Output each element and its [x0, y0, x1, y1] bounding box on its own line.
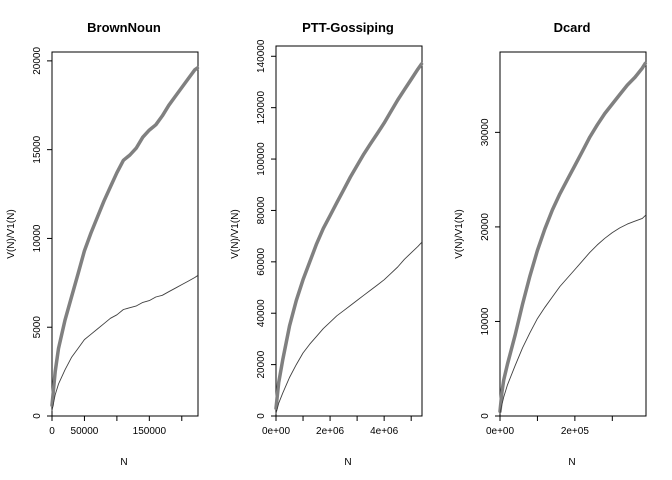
y-tick-label: 120000	[256, 91, 267, 125]
y-tick-label: 20000	[256, 350, 267, 378]
plot-frame	[499, 51, 647, 417]
x-tick-label: 2e+06	[316, 426, 345, 437]
panel-dcard: Dcard N V(N)/V1(N) 0e+00 2e+05 0 10000 20000…	[454, 20, 648, 468]
plot-frame	[275, 45, 423, 417]
y-tick-label: 5000	[32, 316, 43, 339]
panel-title: PTT-Gossiping	[302, 20, 394, 35]
x-axis-label: N	[120, 457, 127, 468]
y-tick-label: 10000	[32, 224, 43, 252]
x-tick-label: 0	[49, 426, 55, 437]
series-line-thick	[50, 66, 200, 408]
y-tick-label: 15000	[32, 135, 43, 163]
y-axis-label: V(N)/V1(N)	[230, 209, 241, 258]
series-line-thick	[498, 61, 648, 414]
panel-ptt-gossiping: PTT-Gossiping N V(N)/V1(N) 0e+00 2e+06 4e+…	[230, 20, 424, 468]
y-tick-label: 100000	[256, 142, 267, 176]
y-tick-label: 0	[480, 413, 491, 419]
x-axis-label: N	[344, 457, 351, 468]
y-tick-label: 20000	[32, 47, 43, 75]
x-tick-label: 4e+06	[370, 426, 399, 437]
y-tick-label: 0	[32, 413, 43, 419]
y-tick-label: 20000	[480, 213, 491, 241]
y-tick-label: 30000	[480, 118, 491, 146]
x-tick-label: 150000	[133, 426, 167, 437]
series-line-thin	[51, 275, 198, 412]
x-tick-label: 50000	[71, 426, 99, 437]
y-tick-label: 80000	[256, 196, 267, 224]
x-axis-label: N	[568, 457, 575, 468]
y-tick-label: 60000	[256, 247, 267, 275]
series-line-thick	[274, 62, 424, 411]
y-tick-label: 140000	[256, 39, 267, 73]
plot-frame	[51, 51, 199, 417]
panel-title: Dcard	[554, 20, 591, 35]
x-tick-label: 2e+05	[561, 426, 590, 437]
y-tick-label: 0	[256, 413, 267, 419]
series-line-thin	[499, 215, 646, 414]
x-tick-label: 0e+00	[262, 426, 291, 437]
y-tick-label: 40000	[256, 299, 267, 327]
panel-brownnoun: BrownNoun N V(N)/V1(N) 0 50000 150000 0 5000…	[6, 20, 200, 468]
y-axis-label: V(N)/V1(N)	[6, 209, 17, 258]
y-tick-label: 10000	[480, 307, 491, 335]
series-line-thin	[275, 242, 422, 414]
panel-title: BrownNoun	[87, 20, 161, 35]
x-tick-label: 0e+00	[486, 426, 515, 437]
y-axis-label: V(N)/V1(N)	[454, 209, 465, 258]
